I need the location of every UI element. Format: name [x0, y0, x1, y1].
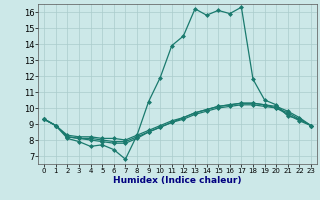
X-axis label: Humidex (Indice chaleur): Humidex (Indice chaleur) — [113, 176, 242, 185]
